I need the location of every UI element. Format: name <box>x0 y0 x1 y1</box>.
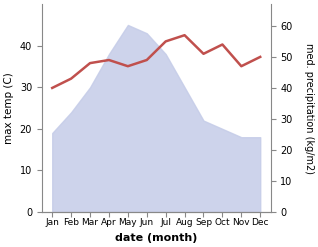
Y-axis label: max temp (C): max temp (C) <box>4 72 14 144</box>
X-axis label: date (month): date (month) <box>115 233 197 243</box>
Y-axis label: med. precipitation (kg/m2): med. precipitation (kg/m2) <box>304 42 314 174</box>
